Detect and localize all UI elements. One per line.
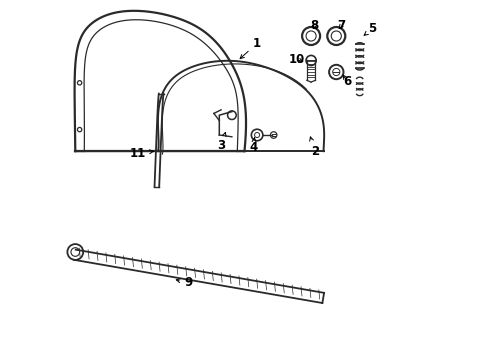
Text: 4: 4	[249, 138, 257, 154]
Text: 3: 3	[217, 132, 225, 152]
Text: 2: 2	[309, 137, 318, 158]
Text: 7: 7	[337, 19, 345, 32]
Text: 11: 11	[130, 147, 153, 159]
Text: 10: 10	[288, 53, 304, 66]
Text: 6: 6	[342, 75, 350, 87]
Text: 8: 8	[310, 19, 318, 32]
Text: 9: 9	[176, 276, 192, 289]
Text: 5: 5	[364, 22, 376, 35]
Text: 1: 1	[240, 37, 261, 59]
